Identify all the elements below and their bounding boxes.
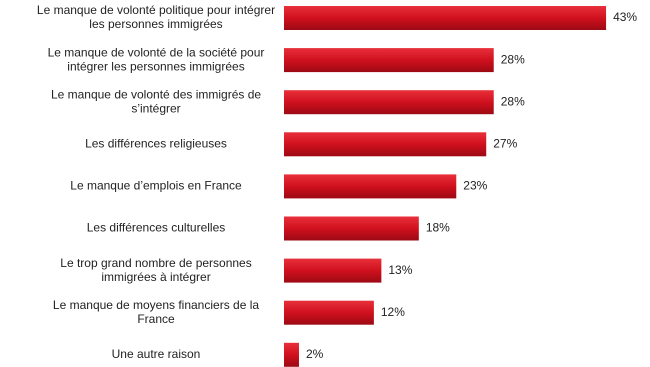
category-label: France (137, 312, 175, 326)
value-label: 13% (388, 263, 412, 277)
value-label: 27% (493, 136, 517, 150)
bar (284, 342, 299, 367)
bar (284, 90, 494, 115)
value-label: 18% (426, 221, 450, 235)
category-label: immigrées à intégrer (101, 270, 210, 284)
bar (284, 48, 494, 73)
category-label: Le manque d’emplois en France (70, 179, 242, 193)
category-label: s’intégrer (131, 101, 180, 115)
category-label: Le manque de volonté de la société pour (48, 45, 265, 59)
category-label: Les différences religieuses (85, 136, 227, 150)
category-label: Le manque de volonté politique pour inté… (37, 3, 275, 17)
value-label: 28% (501, 52, 525, 66)
category-label: Les différences culturelles (87, 221, 226, 235)
bar (284, 174, 457, 199)
category-label: les personnes immigrées (89, 17, 222, 31)
category-label: Le manque de volonté des immigrés de (51, 87, 261, 101)
bar (284, 258, 382, 283)
bar (284, 300, 374, 325)
category-label: intégrer les personnes immigrées (67, 59, 244, 73)
value-label: 12% (381, 305, 405, 319)
value-label: 23% (463, 179, 487, 193)
bar (284, 132, 487, 157)
bar (284, 6, 607, 30)
bar (284, 216, 419, 241)
value-label: 28% (501, 94, 525, 108)
category-label: Le manque de moyens financiers de la (53, 298, 259, 312)
value-label: 2% (306, 347, 324, 361)
category-label: Le trop grand nombre de personnes (60, 256, 251, 270)
value-label: 43% (613, 10, 637, 24)
category-label: Une autre raison (112, 347, 201, 361)
